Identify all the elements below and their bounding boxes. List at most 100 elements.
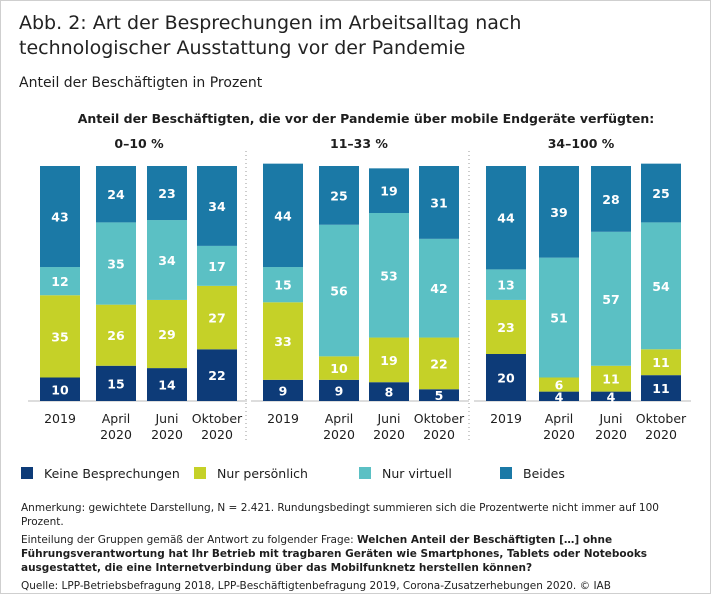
legend-swatch [359,467,371,479]
bar-segment [40,166,80,268]
value-label: 6 [555,378,564,393]
x-tick-label: Oktober 2020 [636,411,687,442]
bar-segment [197,349,237,401]
bar-segment [486,269,526,300]
value-label: 27 [208,311,225,326]
legend-swatch [500,467,512,479]
bar-segment [369,213,409,338]
value-label: 43 [51,210,68,225]
panel-title: 34–100 % [548,136,615,151]
bar-segment [96,365,136,401]
value-label: 11 [652,381,669,396]
bar-segment [319,356,359,380]
value-label: 34 [208,199,226,214]
x-tick-label: Oktober 2020 [414,411,465,442]
bar-segment [263,302,303,380]
x-tick-label: April 2020 [543,411,575,442]
value-label: 11 [652,355,669,370]
value-label: 4 [555,389,564,404]
panel-title: 11–33 % [330,136,388,151]
value-label: 56 [330,284,348,299]
value-label: 26 [107,328,125,343]
value-label: 10 [51,382,69,397]
value-label: 29 [158,327,175,342]
value-label: 14 [158,378,176,393]
legend-label: Beides [523,466,565,481]
value-label: 20 [497,371,515,386]
bar-segment [263,379,303,401]
value-label: 28 [602,192,619,207]
note-grouping-text: Einteilung der Gruppen gemäß der Antwort… [21,534,354,546]
bar-segment [319,379,359,401]
value-label: 31 [430,195,447,210]
value-label: 11 [602,372,619,387]
bar-segment [641,375,681,401]
value-label: 54 [652,279,670,294]
bar-segment [641,349,681,376]
bar-segment [147,299,187,369]
value-label: 35 [51,329,68,344]
value-label: 5 [435,388,444,403]
x-tick-label: 2019 [44,411,76,426]
bar-segment [197,166,237,246]
bar-segment [263,267,303,303]
bar-segment [40,295,80,378]
x-tick-label: Juni 2020 [373,411,405,442]
value-label: 35 [107,257,124,272]
bar-segment [369,168,409,213]
value-label: 15 [274,278,291,293]
group-title: Anteil der Beschäftigten, die vor der Pa… [78,111,655,126]
value-label: 51 [550,311,567,326]
bar-segment [147,368,187,401]
bar-segment [419,337,459,390]
notes: Anmerkung: gewichtete Darstellung, N = 2… [21,501,696,593]
bar-segment [147,166,187,221]
bar-segment [591,391,631,401]
value-label: 22 [208,368,225,383]
bar-segment [369,382,409,401]
value-label: 10 [330,361,348,376]
value-label: 9 [335,383,344,398]
bar-segment [319,224,359,357]
value-label: 4 [607,389,616,404]
title-box: Abb. 2: Art der Besprechungen im Arbeits… [19,12,521,59]
note-source: Quelle: LPP-Betriebsbefragung 2018, LPP-… [21,580,611,592]
value-label: 15 [107,376,124,391]
note-question: Welchen Anteil der Beschäftigten […] ohn… [21,534,648,574]
value-label: 23 [497,320,514,335]
bar-segment [96,304,136,366]
bar-segment [539,166,579,258]
panel-title: 0–10 % [114,136,164,151]
value-label: 25 [652,186,669,201]
value-label: 44 [274,208,292,223]
bar-segment [486,299,526,354]
legend-swatch [21,467,33,479]
bar-segment [263,163,303,268]
value-label: 44 [497,211,515,226]
note-weighting: Anmerkung: gewichtete Darstellung, N = 2… [21,502,659,528]
value-label: 19 [380,184,397,199]
bar-segment [96,166,136,223]
bar-segment [539,377,579,392]
value-label: 23 [158,186,175,201]
bar-segment [641,163,681,223]
bar-segment [539,257,579,378]
x-tick-label: Oktober 2020 [192,411,243,442]
bar-segment [486,354,526,401]
chart: Abb. 2: Art der Besprechungen im Arbeits… [19,12,691,481]
value-label: 19 [380,353,397,368]
value-label: 22 [430,356,447,371]
value-label: 12 [51,274,68,289]
bar-segment [591,365,631,392]
bar-segment [419,166,459,239]
x-tick-label: 2019 [267,411,299,426]
value-label: 8 [385,385,394,400]
bar-segment [486,166,526,270]
x-tick-label: April 2020 [100,411,132,442]
bar-segment [319,166,359,225]
value-label: 25 [330,188,347,203]
bar-segment [419,389,459,401]
bar-segment [369,337,409,383]
x-tick-label: April 2020 [323,411,355,442]
